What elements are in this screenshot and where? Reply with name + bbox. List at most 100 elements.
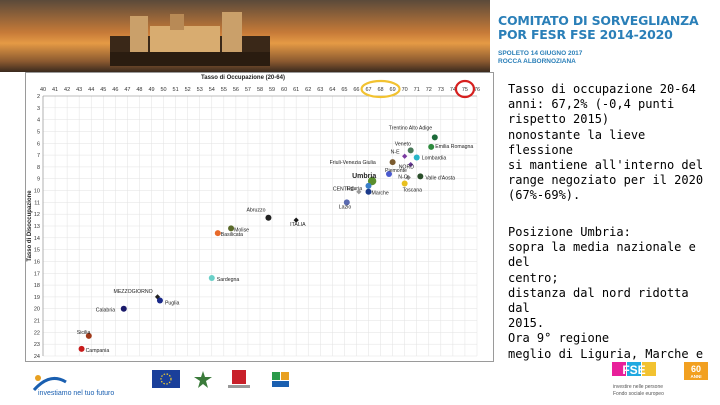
y-tick-label: 7 <box>37 153 40 159</box>
umbria-position-text: Posizione Umbria: sopra la media naziona… <box>508 225 704 376</box>
y-tick-label: 8 <box>37 165 40 171</box>
x-tick-label: 58 <box>257 87 263 93</box>
point-campania <box>78 345 85 352</box>
y-tick-label: 13 <box>34 224 40 230</box>
chart-grid <box>42 95 478 357</box>
label-liguria: Liguria <box>347 186 363 192</box>
x-tick-label: 49 <box>148 87 154 93</box>
x-tick-label: 76 <box>474 87 480 93</box>
label-abruzzo: Abruzzo <box>246 208 265 214</box>
label-italia: ITALIA <box>290 222 306 228</box>
chart-x-ticks: 40 41 42 43 44 45 46 47 48 49 50 51 52 53 54 55 56 57 58 59… <box>40 87 480 93</box>
footer-slogan: investiamo nel tuo futuro <box>38 390 114 397</box>
x-tick-label: 62 <box>305 87 311 93</box>
x-tick-label: 61 <box>293 87 299 93</box>
y-tick-label: 12 <box>34 212 40 218</box>
point-sicilia <box>85 332 92 339</box>
y-tick-label: 11 <box>34 200 40 206</box>
fse-brand-text: FSE <box>622 363 645 377</box>
y-tick-label: 24 <box>34 354 40 360</box>
banner-subtitle-line1: SPOLETO 14 GIUGNO 2017 <box>498 50 583 57</box>
x-tick-label: 55 <box>221 87 227 93</box>
label-lazio: Lazio <box>339 204 352 210</box>
point-sardegna <box>208 275 215 281</box>
label-n-e: N-E <box>391 149 400 155</box>
x-tick-label: 67 <box>365 87 371 93</box>
x-tick-label: 69 <box>390 87 396 93</box>
chart-title: Tasso di Occupazione (20-64) <box>201 75 285 81</box>
label-mezzogiorno: MEZZOGIORNO <box>114 289 153 295</box>
point-veneto <box>407 147 414 154</box>
x-tick-label: 64 <box>329 87 335 93</box>
label-trentino-alto-adige: Trentino Alto Adige <box>389 125 432 131</box>
point-italia <box>293 217 299 223</box>
x-tick-label: 47 <box>124 87 130 93</box>
x-tick-label: 75 <box>462 87 468 93</box>
label-basilicata: Basilicata <box>221 232 243 238</box>
label-umbria: Umbria <box>352 173 376 180</box>
point-lazio <box>343 199 350 206</box>
point-calabria <box>120 305 127 312</box>
x-tick-label: 70 <box>402 87 408 93</box>
x-tick-label: 54 <box>209 87 215 93</box>
label-marche: Marche <box>372 191 389 197</box>
y-tick-label: 9 <box>37 177 40 183</box>
label-piemonte: Piemonte <box>385 168 407 174</box>
x-tick-label: 41 <box>52 87 58 93</box>
label-toscana: Toscana <box>403 187 422 193</box>
por-fesr-logo <box>272 372 289 387</box>
x-tick-label: 51 <box>173 87 179 93</box>
label-friuli-venezia-giulia: Friuli-Venezia Giulia <box>330 160 376 166</box>
label-veneto: Veneto <box>395 141 411 147</box>
point-molise <box>228 225 235 232</box>
fse-60-logo: FSE 60 ANNI investire nelle persone Fond… <box>612 362 708 397</box>
x-tick-label: 53 <box>197 87 203 93</box>
y-tick-label: 10 <box>34 189 40 195</box>
chart-y-axis-label: Tasso di Disoccupazione <box>27 190 33 262</box>
castle-illustration <box>110 12 270 66</box>
label-molise: Molise <box>234 227 249 233</box>
x-tick-label: 59 <box>269 87 275 93</box>
fse-tagline-1: investire nelle persone <box>613 384 663 390</box>
point-toscana <box>401 180 408 187</box>
y-tick-label: 21 <box>34 319 40 325</box>
x-tick-label: 73 <box>438 87 444 93</box>
fse-anni-label: ANNI <box>691 374 702 379</box>
x-tick-label: 50 <box>160 87 166 93</box>
label-emilia-romagna: Emilia Romagna <box>435 144 473 150</box>
x-tick-label: 57 <box>245 87 251 93</box>
y-tick-label: 14 <box>34 236 40 242</box>
x-tick-label: 60 <box>281 87 287 93</box>
y-tick-label: 4 <box>37 118 40 124</box>
tick-highlight-67-69 <box>360 79 401 99</box>
point-valle-d-aosta <box>417 173 424 180</box>
label-sardegna: Sardegna <box>217 277 240 283</box>
y-tick-label: 20 <box>34 307 40 313</box>
x-tick-label: 66 <box>353 87 359 93</box>
italian-republic-emblem-icon <box>194 371 212 388</box>
x-tick-label: 65 <box>341 87 347 93</box>
x-tick-label: 72 <box>426 87 432 93</box>
label-lombardia: Lombardia <box>422 155 447 161</box>
investiamo-logo: investiamo nel tuo futuro <box>32 375 114 397</box>
y-tick-label: 15 <box>34 248 40 254</box>
point-puglia <box>156 297 163 304</box>
banner-subtitle: SPOLETO 14 GIUGNO 2017 ROCCA ALBORNOZIAN… <box>498 50 582 66</box>
banner-title: COMITATO DI SORVEGLIANZA POR FESR FSE 20… <box>498 14 718 42</box>
point-n-o <box>405 174 411 181</box>
x-tick-label: 44 <box>88 87 94 93</box>
label-puglia: Puglia <box>165 300 180 306</box>
label-valle-d-aosta: Valle d'Aosta <box>425 175 455 181</box>
point-friuli-venezia-giulia <box>389 159 396 166</box>
x-tick-label: 52 <box>185 87 191 93</box>
fse-tagline-2: Fondo sociale europeo <box>613 391 664 397</box>
x-tick-label: 40 <box>40 87 46 93</box>
y-tick-label: 16 <box>34 259 40 265</box>
umbria-region-logo <box>228 370 250 388</box>
castle-photo <box>0 0 490 72</box>
y-tick-label: 6 <box>37 141 40 147</box>
point-piemonte <box>385 171 392 177</box>
employment-summary-text: Tasso di occupazione 20-64 anni: 67,2% (… <box>508 82 704 203</box>
point-lombardia <box>413 154 420 161</box>
